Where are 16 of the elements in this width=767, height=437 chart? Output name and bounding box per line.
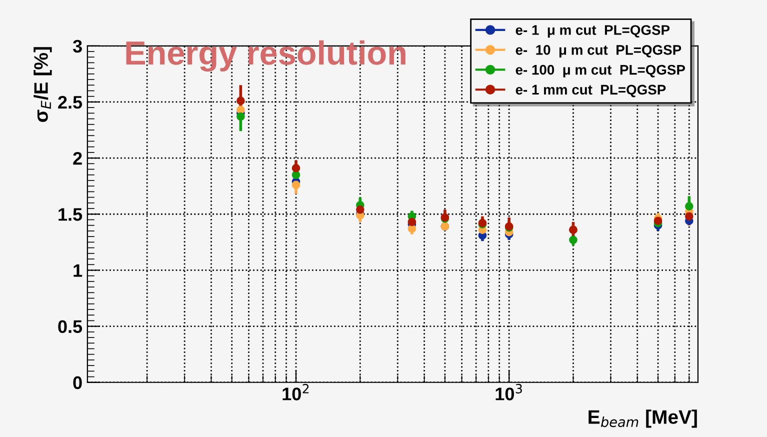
chart-title: Energy resolution (126, 40, 406, 72)
x-tick-label: 10$^{2}$ (282, 384, 309, 400)
y-tick-label: 1.5 (58, 208, 82, 221)
y-tick-label: 3 (72, 40, 82, 53)
y-axis-title: σ$_{E}$/E [%] (34, 47, 52, 122)
y-tick-label: 2 (73, 152, 82, 165)
x-axis-title: E$_{beam}$ [MeV] (588, 410, 697, 428)
y-tick-label: 0.5 (58, 320, 82, 334)
legend-label: e- 100 μ m cut PL=QGSP (516, 64, 685, 78)
x-tick-label: 10$^{3}$ (496, 384, 522, 400)
y-tick-label: 2.5 (58, 96, 82, 109)
legend-label: e- 1 mm cut PL=QGSP (516, 84, 666, 98)
legend-label: e- 1 μ m cut PL=QGSP (516, 25, 670, 38)
legend-label: e- 10 μ m cut PL=QGSP (516, 44, 682, 58)
y-tick-label: 1 (74, 264, 82, 277)
y-tick-label: 0 (73, 376, 82, 390)
